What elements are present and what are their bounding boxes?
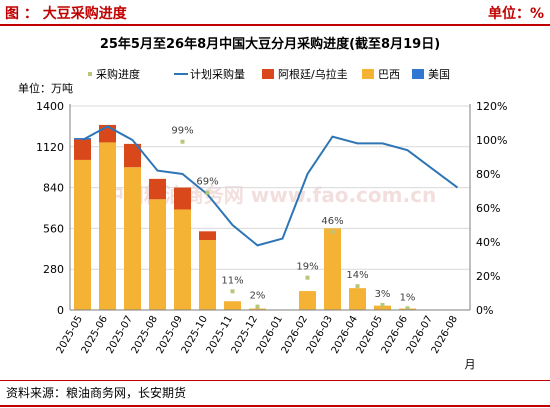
right-tick-label: 20% [476, 270, 500, 283]
bar-brazil [124, 167, 141, 310]
x-axis-unit: 月 [465, 358, 476, 371]
progress-point [205, 190, 210, 195]
progress-data-label: 2% [250, 291, 266, 302]
bar-brazil [374, 305, 391, 310]
progress-data-label: 11% [221, 275, 243, 286]
progress-point [255, 304, 260, 309]
progress-data-label: 46% [321, 216, 343, 227]
progress-point [330, 229, 335, 234]
bar-brazil [74, 159, 91, 310]
left-tick-label: 560 [43, 222, 64, 235]
bar-argentina [199, 231, 216, 241]
left-tick-label: 1400 [36, 100, 64, 113]
progress-point [405, 306, 410, 311]
bar-brazil [199, 240, 216, 310]
header-divider [0, 24, 550, 26]
progress-data-label: 14% [346, 270, 368, 281]
bar-usa [74, 138, 91, 140]
right-tick-label: 120% [476, 100, 507, 113]
figure-header: 图 ： 大豆采购进度 单位：% [0, 0, 550, 26]
bar-brazil [349, 288, 366, 310]
progress-point [355, 284, 360, 289]
bar-brazil [174, 209, 191, 310]
bar-brazil [99, 142, 116, 310]
bar-argentina [174, 187, 191, 210]
progress-point [305, 275, 310, 280]
bar-brazil [299, 291, 316, 310]
progress-point [380, 302, 385, 307]
plan-line-series [82, 125, 459, 247]
bar-brazil [149, 199, 166, 310]
legend-marker-usa [412, 69, 424, 79]
left-tick-label: 840 [43, 182, 64, 195]
progress-point [230, 289, 235, 294]
bar-argentina [99, 124, 116, 143]
progress-data-label: 1% [400, 292, 416, 303]
bar-argentina [149, 178, 166, 200]
footer-divider [0, 380, 550, 381]
bar-argentina [74, 139, 91, 160]
chart-legend: 采购进度 计划采购量 阿根廷/乌拉圭 巴西 美国 [88, 67, 450, 81]
legend-marker-argentina [262, 69, 274, 79]
left-axis-unit: 单位：万吨 [18, 81, 73, 95]
bottom-divider [0, 405, 550, 407]
left-tick-label: 280 [43, 263, 64, 276]
right-tick-label: 100% [476, 134, 507, 147]
left-tick-label: 0 [57, 304, 64, 317]
progress-data-label: 99% [171, 126, 193, 137]
unit-caption: 单位：% [487, 6, 544, 22]
chart-title: 25年5月至26年8月中国大豆分月采购进度(截至8月19日) [100, 36, 440, 52]
progress-data-label: 19% [296, 262, 318, 273]
legend-marker-brazil [362, 69, 374, 79]
right-tick-label: 80% [476, 168, 500, 181]
legend-label: 计划采购量 [190, 67, 245, 81]
source-note: 资料来源：粮油商务网，长安期货 [6, 386, 187, 400]
progress-data-label: 69% [196, 177, 218, 188]
purchase-progress-chart: 25年5月至26年8月中国大豆分月采购进度(截至8月19日) 单位：万吨 中国粮… [18, 36, 507, 371]
legend-label: 美国 [428, 68, 450, 81]
legend-label: 巴西 [378, 68, 400, 81]
progress-point [180, 139, 185, 144]
bar-series [74, 124, 416, 310]
progress-markers: 99% 69% 11% 2% 19% 46% 14% 3% 1% [171, 126, 415, 311]
legend-label: 阿根廷/乌拉圭 [278, 67, 348, 81]
bar-brazil [249, 308, 266, 310]
figure-caption: 图 ： 大豆采购进度 [5, 6, 127, 22]
right-tick-label: 40% [476, 236, 500, 249]
legend-label: 采购进度 [96, 67, 140, 81]
bar-argentina [124, 143, 141, 168]
right-tick-label: 60% [476, 202, 500, 215]
bar-brazil [324, 228, 341, 310]
legend-marker-progress [88, 72, 92, 76]
progress-data-label: 3% [375, 289, 391, 300]
plan-line [82, 125, 459, 247]
right-tick-label: 0% [476, 304, 493, 317]
bar-brazil [224, 301, 241, 310]
left-tick-label: 1120 [36, 141, 64, 154]
